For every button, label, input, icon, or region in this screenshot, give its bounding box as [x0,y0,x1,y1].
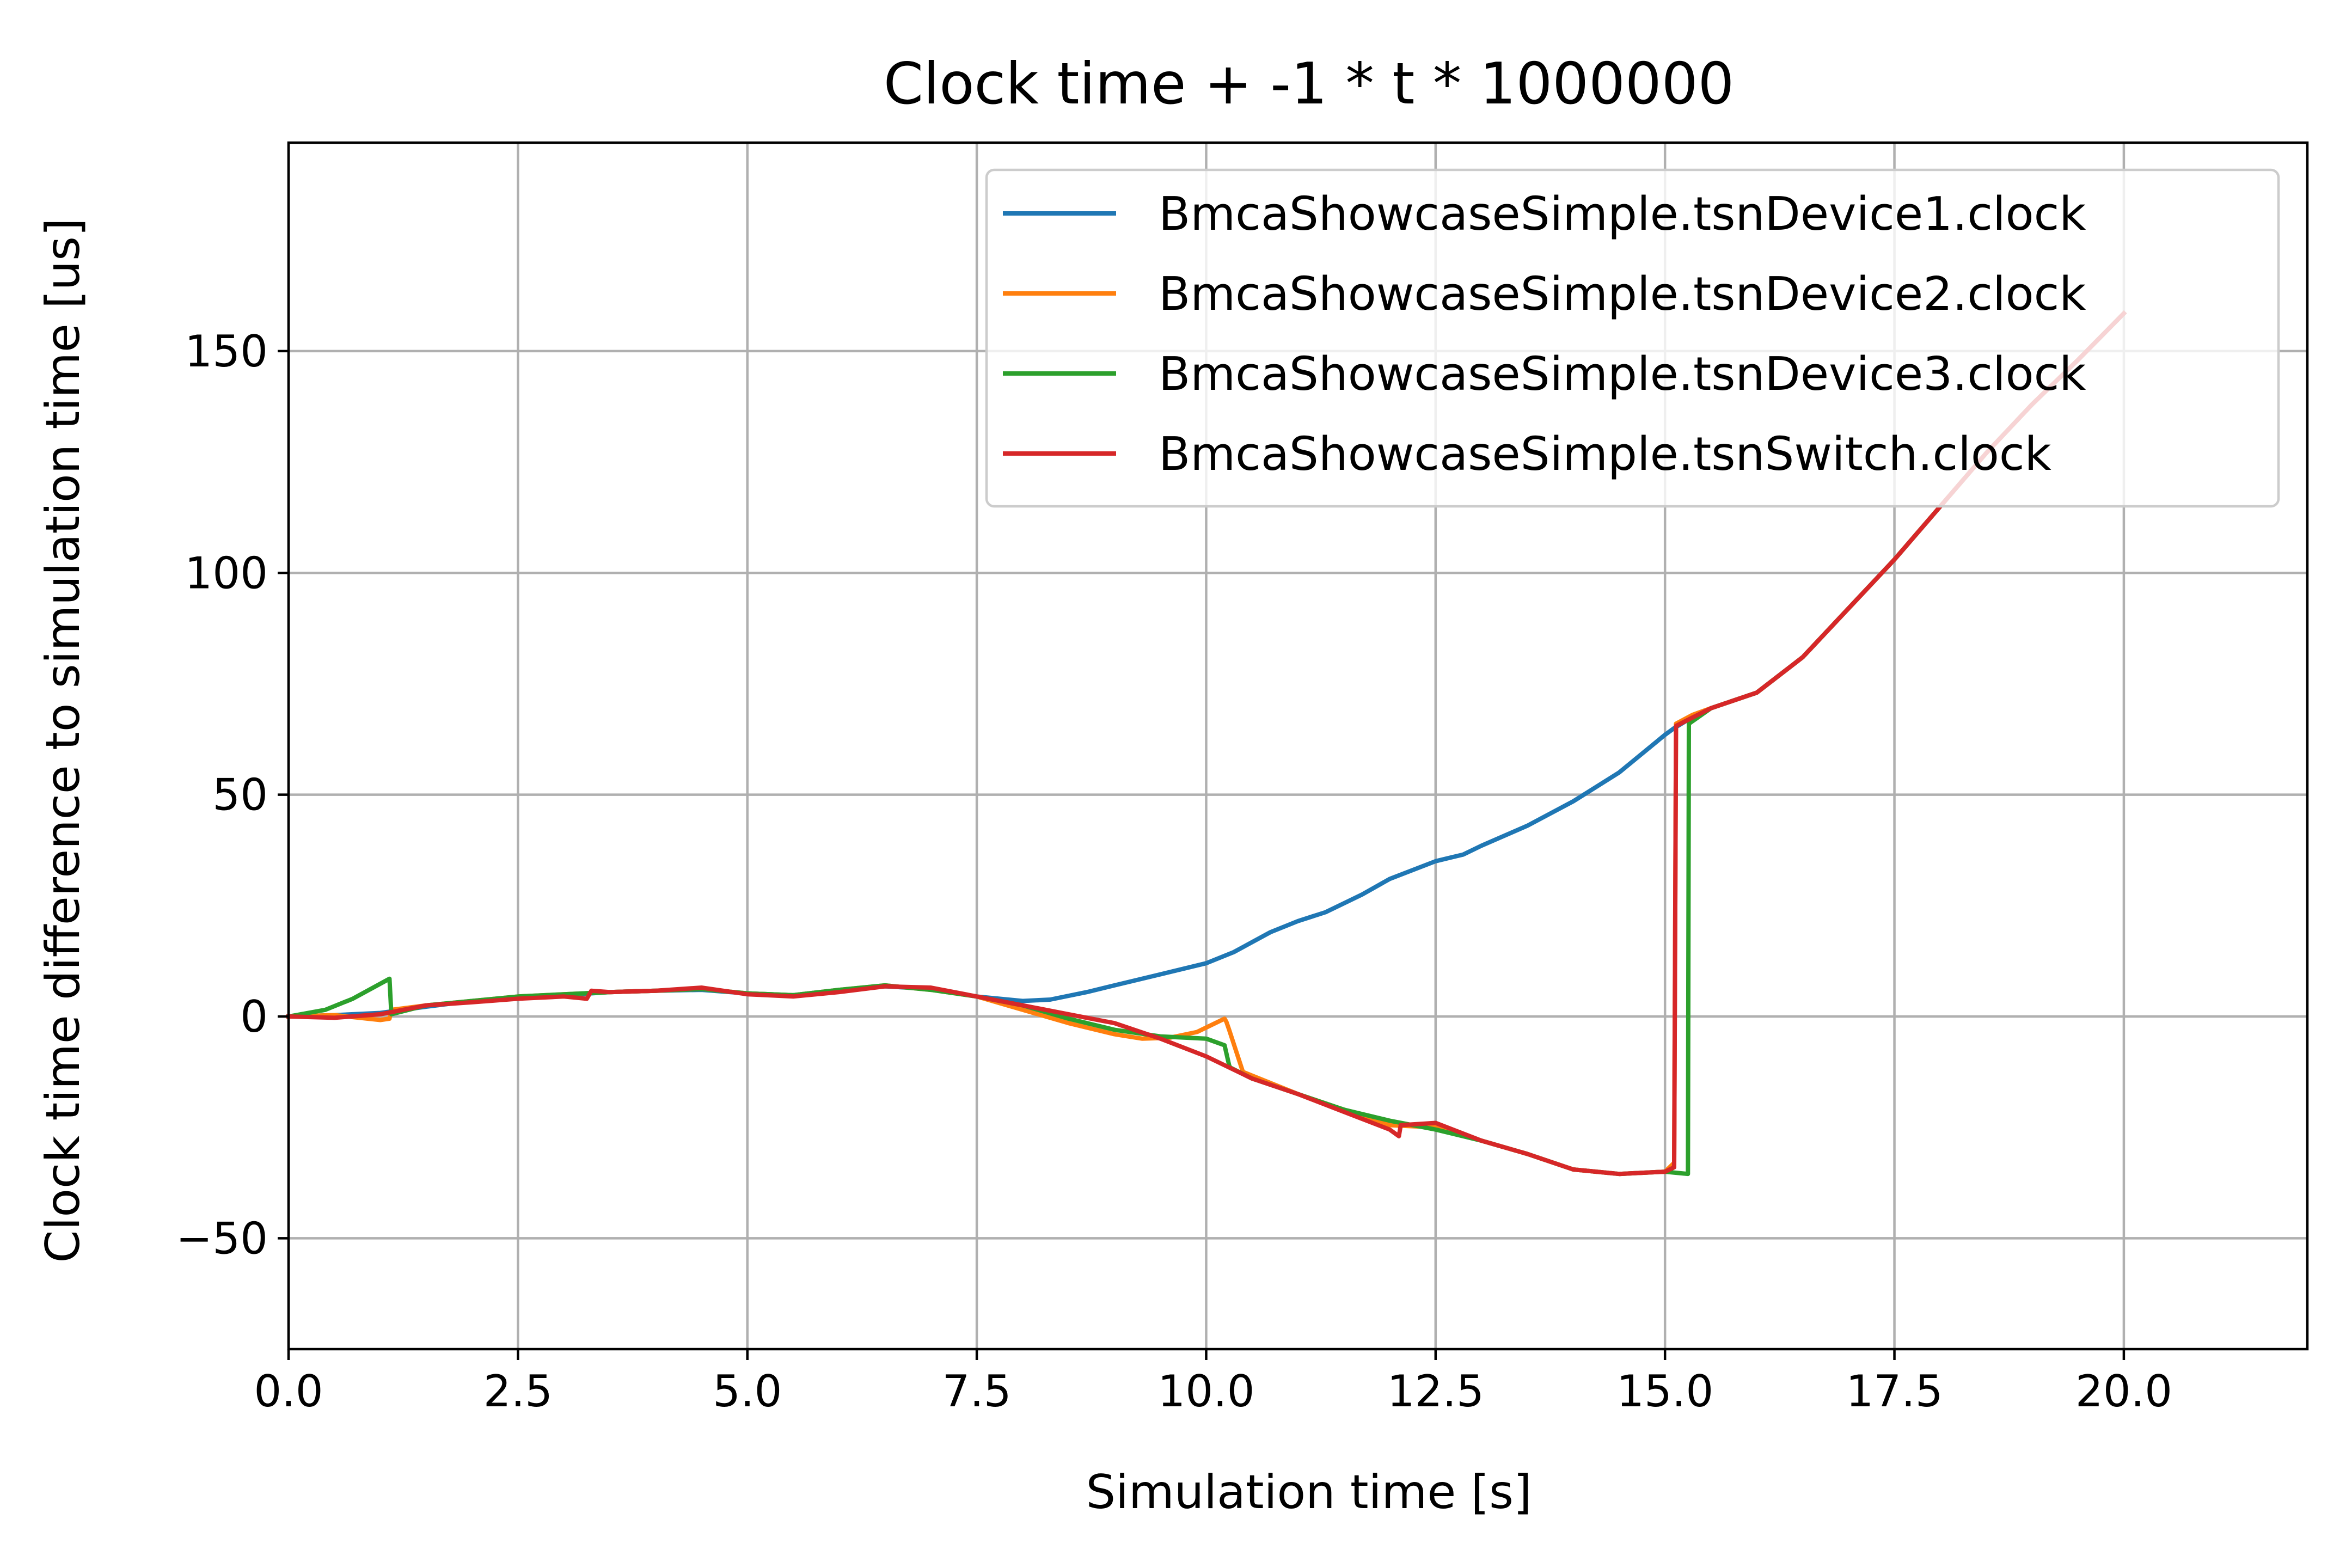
x-axis-label: Simulation time [s] [1086,1465,1532,1520]
y-tick-label: 100 [185,548,268,598]
x-tick-label: 7.5 [942,1366,1011,1417]
x-tick-label: 10.0 [1157,1366,1254,1417]
x-tick-label: 17.5 [1846,1366,1943,1417]
x-tick-label: 5.0 [713,1366,782,1417]
x-tick-label: 20.0 [2075,1366,2172,1417]
legend-label: BmcaShowcaseSimple.tsnDevice2.clock [1159,267,2086,321]
y-tick-label: −50 [176,1213,268,1264]
x-tick-label: 0.0 [254,1366,323,1417]
chart-title: Clock time + -1 * t * 1000000 [884,51,1735,117]
x-tick-label: 15.0 [1616,1366,1713,1417]
series-layer [286,310,2127,1177]
y-axis-label: Clock time difference to simulation time… [36,218,90,1263]
x-tick-label: 12.5 [1387,1366,1484,1417]
y-tick-label: 150 [185,326,268,377]
legend-box [985,168,2280,508]
legend-label: BmcaShowcaseSimple.tsnDevice3.clock [1159,347,2086,401]
legend-label: BmcaShowcaseSimple.tsnDevice1.clock [1159,187,2086,241]
legend: BmcaShowcaseSimple.tsnDevice1.clock BmcaS… [985,168,2280,508]
series-line-4 [286,310,2127,1177]
plot-frame [287,141,2309,1351]
y-tick-label: 0 [240,991,268,1042]
x-tick-label: 2.5 [483,1366,553,1417]
y-tick-label: 50 [212,770,268,820]
ticks-layer: 0.0 2.5 5.0 7.5 10.0 12.5 15.0 17.5 20.0 −50 0 50 10… [176,326,2172,1417]
legend-label: BmcaShowcaseSimple.tsnSwitch.clock [1159,427,2051,481]
